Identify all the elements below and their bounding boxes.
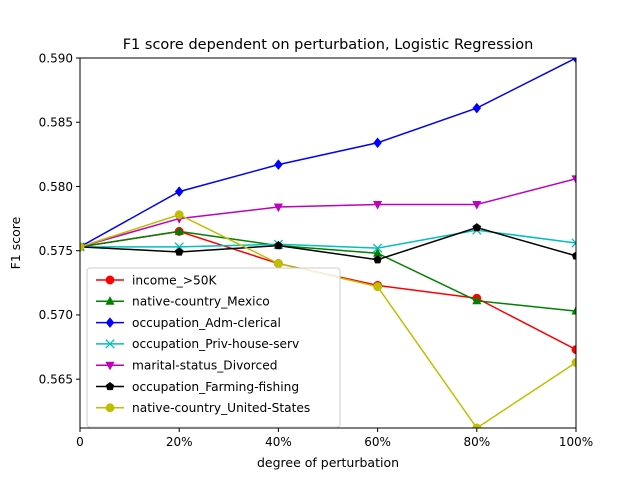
x-axis-label: degree of perturbation [257, 455, 399, 470]
data-point [174, 186, 184, 198]
legend-item: native-country_Mexico [96, 295, 270, 309]
x-tick-label: 80% [463, 435, 490, 449]
y-tick-label: 0.565 [39, 372, 73, 386]
series-3 [80, 58, 576, 253]
legend-item: native-country_United-States [96, 401, 310, 415]
y-tick-label: 0.575 [39, 244, 73, 258]
x-tick-label: 100% [559, 435, 593, 449]
x-tick-label: 20% [166, 435, 193, 449]
legend-label: native-country_Mexico [132, 295, 270, 309]
legend: income_>50K native-country_Mexico occupati… [86, 267, 341, 428]
data-point [372, 201, 383, 210]
legend-marker [105, 361, 115, 371]
y-tick-label: 0.570 [39, 308, 73, 322]
data-point [571, 58, 576, 64]
data-point [472, 295, 482, 305]
data-point [472, 102, 482, 114]
legend-label: occupation_Adm-clerical [132, 316, 281, 330]
y-tick-label: 0.585 [39, 116, 73, 130]
data-point [571, 251, 576, 260]
data-point [571, 305, 576, 315]
series-line [80, 230, 576, 312]
data-point [472, 223, 482, 232]
data-point [372, 243, 383, 253]
x-tick-label: 60% [364, 435, 391, 449]
series-line [80, 58, 576, 248]
legend-marker [105, 339, 115, 349]
legend-label: marital-status_Divorced [132, 359, 277, 373]
legend-item: income_>50K [96, 273, 217, 287]
series-line [80, 178, 576, 248]
legend-item: occupation_Priv-house-serv [96, 337, 299, 351]
legend-label: native-country_United-States [132, 401, 310, 415]
legend-marker [105, 317, 115, 329]
legend-marker [105, 275, 115, 285]
x-tick-label: 0 [76, 435, 84, 449]
y-tick-label: 0.580 [39, 180, 73, 194]
legend-box [86, 267, 341, 428]
data-point [174, 226, 184, 235]
data-point [373, 137, 382, 149]
data-point [274, 159, 283, 171]
legend-marker [105, 296, 115, 305]
data-point [571, 175, 576, 184]
chart-title: F1 score dependent on perturbation, Logi… [123, 37, 534, 53]
data-point [174, 247, 184, 256]
legend-marker [105, 381, 115, 391]
legend-item: occupation_Adm-clerical [96, 316, 281, 330]
data-point [273, 203, 284, 213]
legend-marker [105, 403, 115, 413]
legend-label: income_>50K [132, 273, 217, 287]
plot-area [80, 58, 576, 428]
data-point [174, 210, 184, 220]
data-point [373, 282, 383, 292]
legend-label: occupation_Priv-house-serv [132, 337, 299, 351]
series-line [80, 226, 576, 261]
legend-item: marital-status_Divorced [96, 359, 277, 373]
x-tick-label: 40% [265, 435, 292, 449]
data-point [472, 201, 482, 210]
legend-item: occupation_Farming-fishing [96, 380, 299, 394]
y-axis-label: F1 score [8, 216, 23, 269]
y-tick-label: 0.590 [39, 51, 73, 65]
data-point [373, 255, 382, 264]
axes: 0 20% 40% 60% 80% 100% 0.565 0.570 0.575 0.580 0.5… [39, 51, 594, 449]
data-point [274, 241, 283, 250]
data-point [273, 259, 283, 269]
data-point [571, 238, 576, 248]
legend-label: occupation_Farming-fishing [132, 380, 299, 394]
plot-frame [79, 57, 577, 429]
